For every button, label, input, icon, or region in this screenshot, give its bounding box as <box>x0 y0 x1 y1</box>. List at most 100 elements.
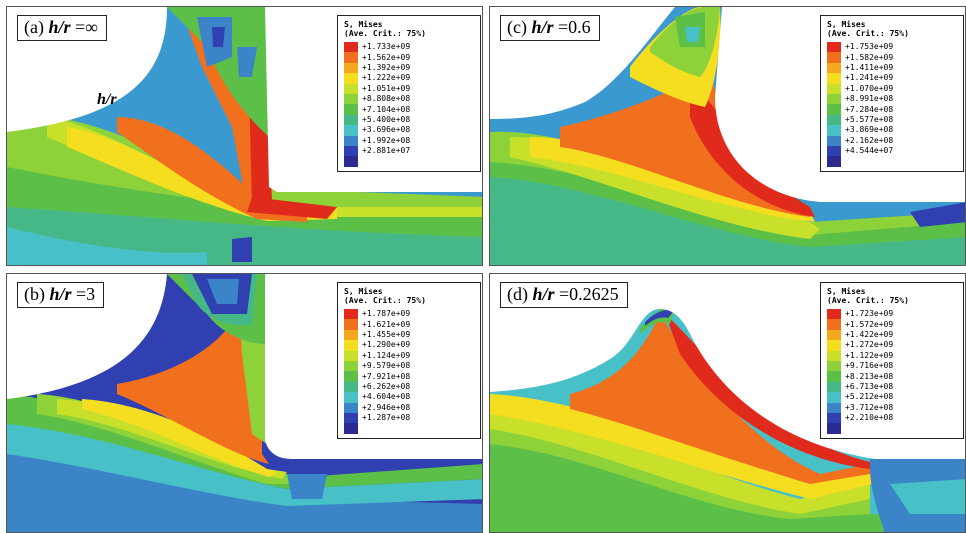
legend-row: +1.992e+08 <box>344 135 410 146</box>
legend-swatch <box>827 402 841 413</box>
legend-value: +8.213e+08 <box>845 371 894 381</box>
legend-swatch <box>344 62 358 74</box>
h-r-label: h/r <box>97 91 117 108</box>
panel-c-caption: (c) h/r =0.6 <box>500 15 600 41</box>
legend-c: S, Mises (Ave. Crit.: 75%) +1.753e+09 +1.… <box>820 15 964 172</box>
panel-c: (c) h/r =0.6 S, Mises (Ave. Crit.: 75%) … <box>489 6 966 266</box>
legend-swatch <box>827 135 841 146</box>
legend-swatch <box>344 83 358 94</box>
legend-value: +1.392e+09 <box>362 62 411 72</box>
legend-value: +8.991e+08 <box>845 94 894 104</box>
panel-a-caption: (a) h/r =∞ <box>17 15 107 41</box>
legend-row: +3.712e+08 <box>827 402 894 413</box>
legend-value: +9.579e+08 <box>362 361 411 371</box>
legend-swatch <box>344 319 358 330</box>
legend-swatch <box>344 309 358 320</box>
legend-row: +5.577e+08 <box>827 114 894 126</box>
legend-swatch <box>827 350 841 361</box>
legend-row: +1.290e+09 <box>344 340 410 351</box>
legend-row: +7.284e+08 <box>827 104 894 115</box>
legend-value: +4.544e+07 <box>845 146 894 156</box>
legend-swatch <box>344 114 358 126</box>
legend-value: +4.604e+08 <box>362 392 411 402</box>
legend-row: +2.881e+07 <box>344 145 410 157</box>
legend-swatch <box>344 381 358 393</box>
legend-row: +2.162e+08 <box>827 135 894 146</box>
legend-value: +9.716e+08 <box>845 361 894 371</box>
legend-swatch <box>344 125 358 136</box>
legend-row: +1.051e+09 <box>344 83 411 94</box>
legend-row: +1.621e+09 <box>344 319 411 330</box>
legend-subtitle: (Ave. Crit.: 75%) <box>344 29 426 38</box>
legend-value: +1.582e+09 <box>845 52 894 62</box>
legend-swatch <box>344 42 358 53</box>
panel-b: (b) h/r =3 S, Mises (Ave. Crit.: 75%) +1… <box>6 273 483 533</box>
legend-value: +5.577e+08 <box>845 114 894 124</box>
legend-value: +6.262e+08 <box>362 381 411 391</box>
legend-value: +1.222e+09 <box>362 73 411 83</box>
legend-row: +3.696e+08 <box>344 125 411 136</box>
legend-value: +7.284e+08 <box>845 104 894 114</box>
legend-swatch <box>344 52 358 63</box>
legend-b: S, Mises (Ave. Crit.: 75%) +1.787e+09 +1.… <box>337 282 481 439</box>
legend-swatch <box>344 73 358 84</box>
legend-row: +1.733e+09 <box>344 42 411 53</box>
legend-row: +1.272e+09 <box>827 340 894 351</box>
legend-value: +1.621e+09 <box>362 319 411 329</box>
legend-value: +2.210e+08 <box>845 413 894 423</box>
legend-value: +1.124e+09 <box>362 350 411 360</box>
legend-row: +2.210e+08 <box>827 412 894 424</box>
legend-value: +1.241e+09 <box>845 73 894 83</box>
legend-value: +1.287e+08 <box>362 413 411 423</box>
legend-swatch <box>344 145 358 157</box>
legend-swatch <box>827 83 841 94</box>
legend-swatch <box>827 309 841 320</box>
legend-row: +5.400e+08 <box>344 114 410 126</box>
panel-d: (d) h/r =0.2625 S, Mises (Ave. Crit.: 75… <box>489 273 966 533</box>
legend-subtitle: (Ave. Crit.: 75%) <box>827 29 909 38</box>
legend-value: +1.455e+09 <box>362 329 411 339</box>
legend-value: +2.946e+08 <box>362 402 411 412</box>
legend-row: +1.753e+09 <box>827 42 893 53</box>
legend-swatch <box>827 93 841 105</box>
legend-swatch <box>827 381 841 393</box>
legend-row: +1.392e+09 <box>344 62 411 74</box>
legend-value: +6.713e+08 <box>845 381 894 391</box>
legend-value: +1.272e+09 <box>845 340 894 350</box>
legend-swatch <box>827 125 841 136</box>
legend-value: +1.733e+09 <box>362 42 411 52</box>
legend-title: S, Mises <box>827 20 866 29</box>
legend-value: +2.162e+08 <box>845 135 894 145</box>
legend-row: +4.604e+08 <box>344 392 411 403</box>
legend-row: +1.787e+09 <box>344 309 410 320</box>
legend-d: S, Mises (Ave. Crit.: 75%) +1.723e+09 +1.… <box>820 282 964 439</box>
legend-swatch <box>827 360 841 372</box>
legend-value: +3.869e+08 <box>845 125 894 135</box>
legend-title: S, Mises <box>827 287 866 296</box>
legend-row: +1.455e+09 <box>344 329 411 341</box>
legend-swatch <box>344 340 358 351</box>
legend-row: +6.713e+08 <box>827 381 894 393</box>
legend-row <box>344 156 410 167</box>
legend-row: +7.104e+08 <box>344 104 410 115</box>
legend-value: +3.712e+08 <box>845 402 894 412</box>
legend-swatch <box>827 319 841 330</box>
legend-row: +1.287e+08 <box>344 412 411 424</box>
panel-d-caption: (d) h/r =0.2625 <box>500 282 628 308</box>
legend-swatch <box>344 423 358 434</box>
legend-title: S, Mises <box>344 287 383 296</box>
legend-swatch <box>344 360 358 372</box>
legend-row <box>827 423 893 434</box>
legend-value: +1.562e+09 <box>362 52 411 62</box>
legend-value: +1.051e+09 <box>362 83 411 93</box>
legend-value: +7.921e+08 <box>362 371 411 381</box>
legend-value: +3.696e+08 <box>362 125 411 135</box>
legend-row: +6.262e+08 <box>344 381 411 393</box>
legend-row: +3.869e+08 <box>827 125 894 136</box>
legend-swatch <box>827 62 841 74</box>
legend-row <box>827 156 893 167</box>
legend-swatch <box>344 350 358 361</box>
legend-subtitle: (Ave. Crit.: 75%) <box>827 296 909 305</box>
legend-row: +8.808e+08 <box>344 93 411 105</box>
legend-value: +8.808e+08 <box>362 94 411 104</box>
